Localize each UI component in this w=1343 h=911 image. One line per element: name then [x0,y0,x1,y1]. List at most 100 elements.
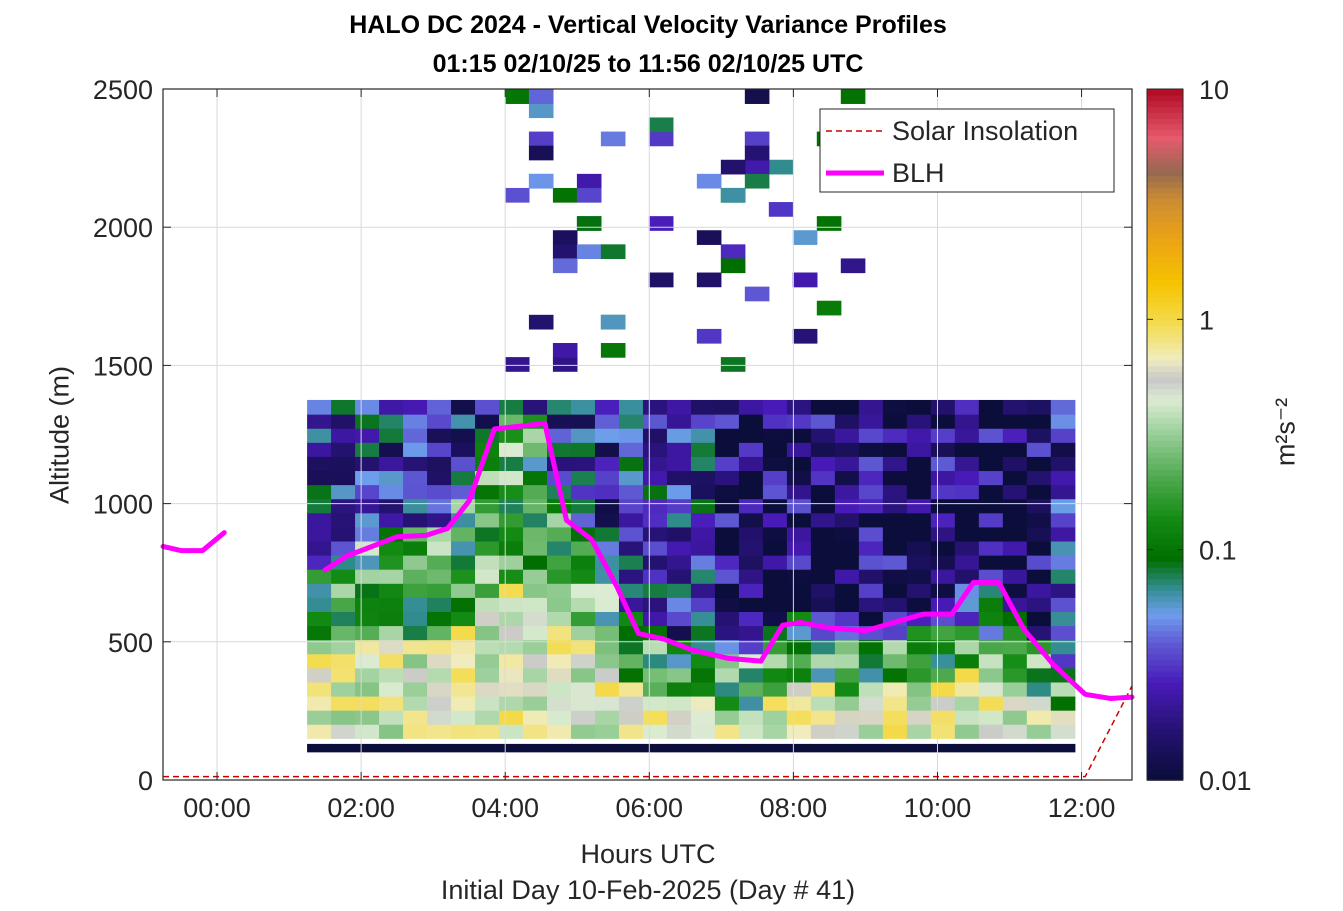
colorbar-segment [1147,446,1183,453]
heatmap-cell [666,399,692,415]
heatmap-cell [858,540,884,556]
heatmap-cell [666,653,692,669]
heatmap-cell [738,639,764,655]
colorbar-segment [1147,526,1183,534]
x-tick-label: 06:00 [616,793,684,823]
heatmap-cell [355,611,380,627]
heatmap-cell [978,681,1004,697]
colorbar-segment [1147,503,1183,511]
heatmap-cell [642,743,668,753]
heatmap-cell [810,555,836,570]
heatmap-cell [355,724,380,739]
heatmap-cell [1002,484,1028,500]
heatmap-cell [594,470,620,486]
heatmap-cell [834,667,860,683]
colorbar-segment [1147,716,1183,724]
heatmap-cell [762,667,788,683]
heatmap-cell [499,456,524,472]
colorbar-segment [1147,756,1183,764]
heatmap-cell [906,681,932,697]
colorbar-segment [1147,129,1183,136]
heatmap-cell [600,343,626,358]
heatmap-cell [696,230,722,245]
heatmap-cell [499,498,524,514]
heatmap-cell [379,583,404,598]
heatmap-cell [882,470,908,486]
heatmap-cell [720,187,746,203]
heatmap-cell [738,597,764,612]
heatmap-cell [504,187,530,203]
heatmap-cell [978,512,1004,528]
heatmap-cell [810,724,836,739]
colorbar-segment [1147,664,1183,672]
heatmap-cell [427,724,452,739]
heatmap-cell [786,667,812,683]
heatmap-cell [666,743,692,753]
heatmap-cell [1026,583,1052,598]
colorbar-segment [1147,601,1183,609]
colorbar-segment [1147,359,1183,367]
heatmap-cell [475,743,500,753]
heatmap-cell [1002,569,1028,584]
heatmap-cell [810,399,836,415]
x-tick-label: 10:00 [904,793,972,823]
heatmap-cell [451,597,476,612]
heatmap-cell [834,569,860,584]
heatmap-cell [738,710,764,725]
heatmap-cell [648,117,674,133]
heatmap-cell [307,555,332,570]
colorbar-segment [1147,112,1183,119]
heatmap-cell [762,428,788,443]
heatmap-cell [642,653,668,669]
heatmap-cell [738,498,764,514]
heatmap-cell [816,300,842,316]
colorbar-segment [1147,422,1183,430]
heatmap-cell [594,681,620,697]
heatmap-cell [427,639,452,655]
colorbar-segment [1147,428,1183,436]
heatmap-cell [523,625,548,641]
heatmap-cell [379,639,404,655]
heatmap-cell [882,498,908,514]
heatmap-cell [1050,555,1076,570]
colorbar-segment [1147,739,1183,747]
heatmap-cell [355,695,380,711]
heatmap-cell [523,456,548,472]
heatmap-cell [858,569,884,584]
heatmap-cell [786,569,812,584]
heatmap-cell [810,597,836,612]
colorbar-segment [1147,653,1183,660]
heatmap-cell [475,555,500,570]
heatmap-cell [570,681,596,697]
heatmap-cell [906,484,932,500]
colorbar-segment [1147,440,1183,447]
heatmap-cell [768,202,794,217]
heatmap-cell [906,667,932,683]
heatmap-cell [355,399,380,415]
heatmap-cell [618,456,644,472]
heatmap-cell [954,456,980,472]
heatmap-cell [666,498,692,514]
heatmap-cell [331,611,356,627]
colorbar-segment [1147,140,1183,148]
heatmap-cell [1026,414,1052,429]
heatmap-cell [714,743,740,753]
heatmap-cell [403,639,428,655]
heatmap-cell [810,484,836,500]
legend-label: BLH [892,158,945,188]
heatmap-cell [906,540,932,556]
heatmap-cell [576,187,602,203]
heatmap-cell [475,710,500,725]
heatmap-cell [786,653,812,669]
y-tick-label: 1500 [93,351,153,381]
heatmap-cell [618,639,644,655]
heatmap-cell [930,414,956,429]
heatmap-cell [954,484,980,500]
legend[interactable]: Solar Insolation BLH [819,108,1115,193]
heatmap-cell [690,526,716,542]
heatmap-cell [618,470,644,486]
axes: 00:00 02:00 04:00 06:00 08:00 10:00 12:00 0 500 1… [93,75,1133,823]
heatmap-cell [930,470,956,486]
heatmap-cell [810,667,836,683]
colorbar-segment [1147,555,1183,562]
